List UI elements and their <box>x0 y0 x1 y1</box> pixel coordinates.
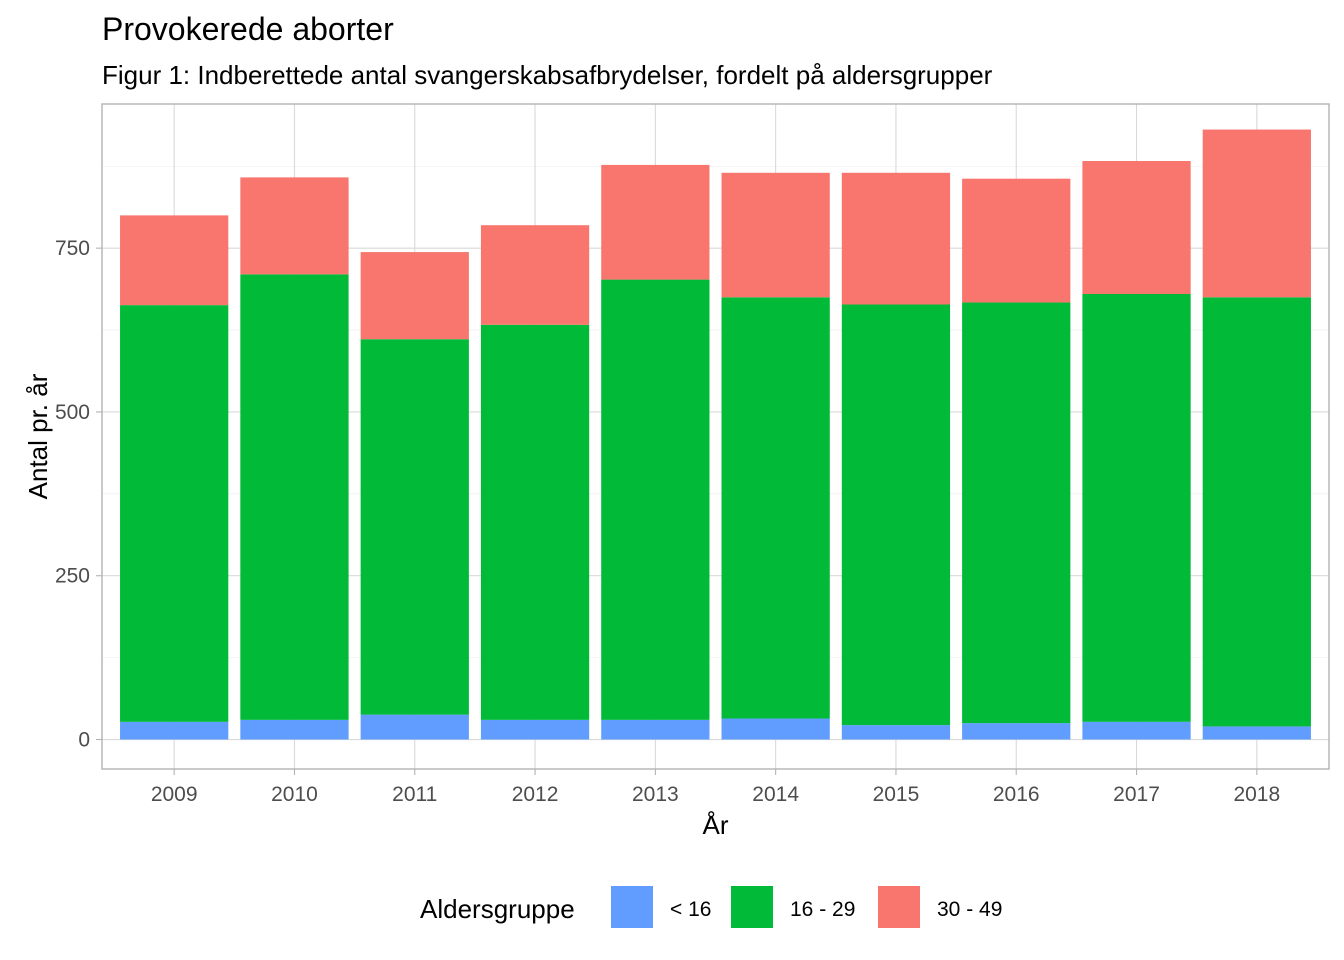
bar-segment-2009-series-2 <box>120 215 229 306</box>
bar-segment-2016-series-0 <box>962 723 1071 740</box>
legend-key-series-0 <box>611 886 653 928</box>
bar-segment-2013-series-2 <box>601 164 710 280</box>
legend: Aldersgruppe < 16 16 - 29 30 - 49 <box>420 886 1002 928</box>
y-axis-title: Antal pr. år <box>23 373 53 499</box>
y-tick-label: 750 <box>55 237 90 260</box>
legend-label-series-1: 16 - 29 <box>790 898 855 921</box>
legend-label-series-2: 30 - 49 <box>937 898 1002 921</box>
bar-segment-2012-series-2 <box>480 225 590 325</box>
x-tick-label: 2011 <box>392 783 437 806</box>
bar-segment-2012-series-1 <box>480 324 590 720</box>
bar-segment-2013-series-0 <box>601 719 710 740</box>
y-tick-label: 0 <box>78 729 90 752</box>
bar-segment-2014-series-1 <box>721 297 830 719</box>
y-tick-label: 250 <box>55 565 90 588</box>
bar-segment-2018-series-2 <box>1202 129 1311 298</box>
x-tick-label: 2009 <box>151 783 198 806</box>
bar-segment-2015-series-2 <box>841 172 951 305</box>
bar-segment-2013-series-1 <box>601 279 710 720</box>
bar-segment-2011-series-1 <box>360 339 469 715</box>
bar-segment-2018-series-1 <box>1202 297 1311 727</box>
bar-segment-2017-series-2 <box>1082 161 1191 294</box>
legend-key-series-1 <box>731 886 773 928</box>
legend-key-series-2 <box>878 886 920 928</box>
x-tick-label: 2015 <box>873 783 920 806</box>
bar-segment-2010-series-0 <box>240 719 349 740</box>
bar-segment-2014-series-2 <box>721 172 830 298</box>
bar-segment-2016-series-2 <box>962 178 1071 303</box>
bar-segment-2011-series-0 <box>360 714 469 740</box>
y-axis-ticks: 0 250 500 750 <box>55 237 102 752</box>
bars <box>120 129 1311 740</box>
legend-label-series-0: < 16 <box>670 898 711 921</box>
bar-segment-2017-series-0 <box>1082 721 1191 740</box>
bar-segment-2016-series-1 <box>962 302 1071 724</box>
y-tick-label: 500 <box>55 401 90 424</box>
x-tick-label: 2014 <box>752 783 799 806</box>
bar-segment-2009-series-1 <box>120 305 229 722</box>
x-tick-label: 2018 <box>1233 783 1280 806</box>
plot-panel-border <box>101 103 1330 770</box>
x-tick-label: 2016 <box>993 783 1040 806</box>
x-axis-ticks: 2009 2010 2011 2012 2013 2014 2015 2016 2017 2018 <box>151 769 1280 806</box>
bar-segment-2010-series-1 <box>240 274 349 720</box>
x-tick-label: 2012 <box>512 783 559 806</box>
bar-segment-2011-series-2 <box>360 252 469 340</box>
x-tick-label: 2013 <box>632 783 679 806</box>
bar-segment-2015-series-1 <box>841 304 951 726</box>
legend-title: Aldersgruppe <box>420 894 575 924</box>
bar-segment-2014-series-0 <box>721 718 830 740</box>
bar-segment-2009-series-0 <box>120 721 229 740</box>
chart-subtitle: Figur 1: Indberettede antal svangerskabs… <box>102 60 993 90</box>
bar-segment-2015-series-0 <box>841 725 951 740</box>
x-axis-title: År <box>703 810 729 840</box>
x-tick-label: 2017 <box>1113 783 1160 806</box>
x-tick-label: 2010 <box>271 783 318 806</box>
bar-segment-2017-series-1 <box>1082 294 1191 722</box>
bar-segment-2012-series-0 <box>480 719 590 740</box>
bar-segment-2018-series-0 <box>1202 726 1311 740</box>
chart-title: Provokerede aborter <box>102 11 394 47</box>
bar-segment-2010-series-2 <box>240 177 349 275</box>
